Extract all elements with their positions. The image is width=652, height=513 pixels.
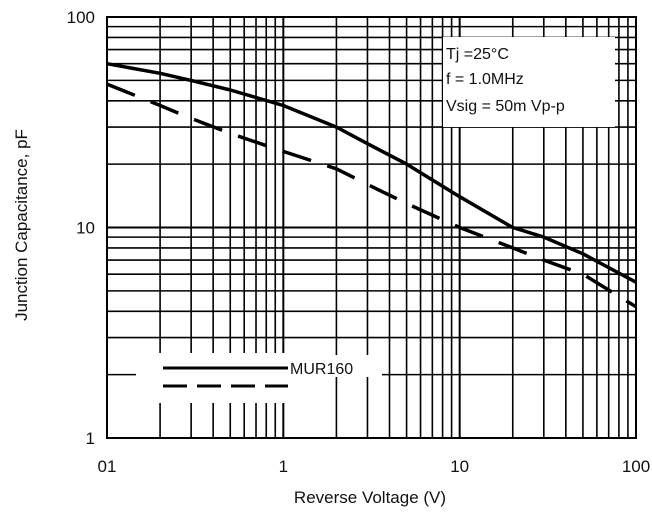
condition-frequency: f = 1.0MHz	[446, 71, 524, 88]
x-tick-label: 100	[622, 457, 650, 476]
y-tick-label: 100	[67, 8, 95, 27]
series-mur160-line	[106, 61, 637, 284]
legend-label-mur160: MUR160	[290, 361, 353, 378]
x-axis-label: Reverse Voltage (V)	[294, 488, 446, 507]
series-dashed-line	[106, 82, 637, 309]
condition-signal: Vsig = 50m Vp-p	[446, 98, 565, 115]
legend-label-background	[288, 355, 382, 377]
conditions-background	[443, 37, 615, 127]
y-tick-label: 1	[86, 429, 95, 448]
x-tick-label: 01	[98, 457, 117, 476]
conditions-box: Tj =25°C f = 1.0MHz Vsig = 50m Vp-p	[443, 37, 615, 127]
series-layer	[106, 61, 637, 309]
plot-frame	[106, 16, 637, 439]
y-axis-label: Junction Capacitance, pF	[12, 129, 31, 321]
legend-background	[136, 353, 288, 403]
condition-temperature: Tj =25°C	[446, 46, 509, 63]
x-tick-label: 10	[450, 457, 469, 476]
x-tick-label: 1	[279, 457, 288, 476]
legend: MUR160	[136, 353, 382, 403]
y-tick-label: 10	[76, 219, 95, 238]
